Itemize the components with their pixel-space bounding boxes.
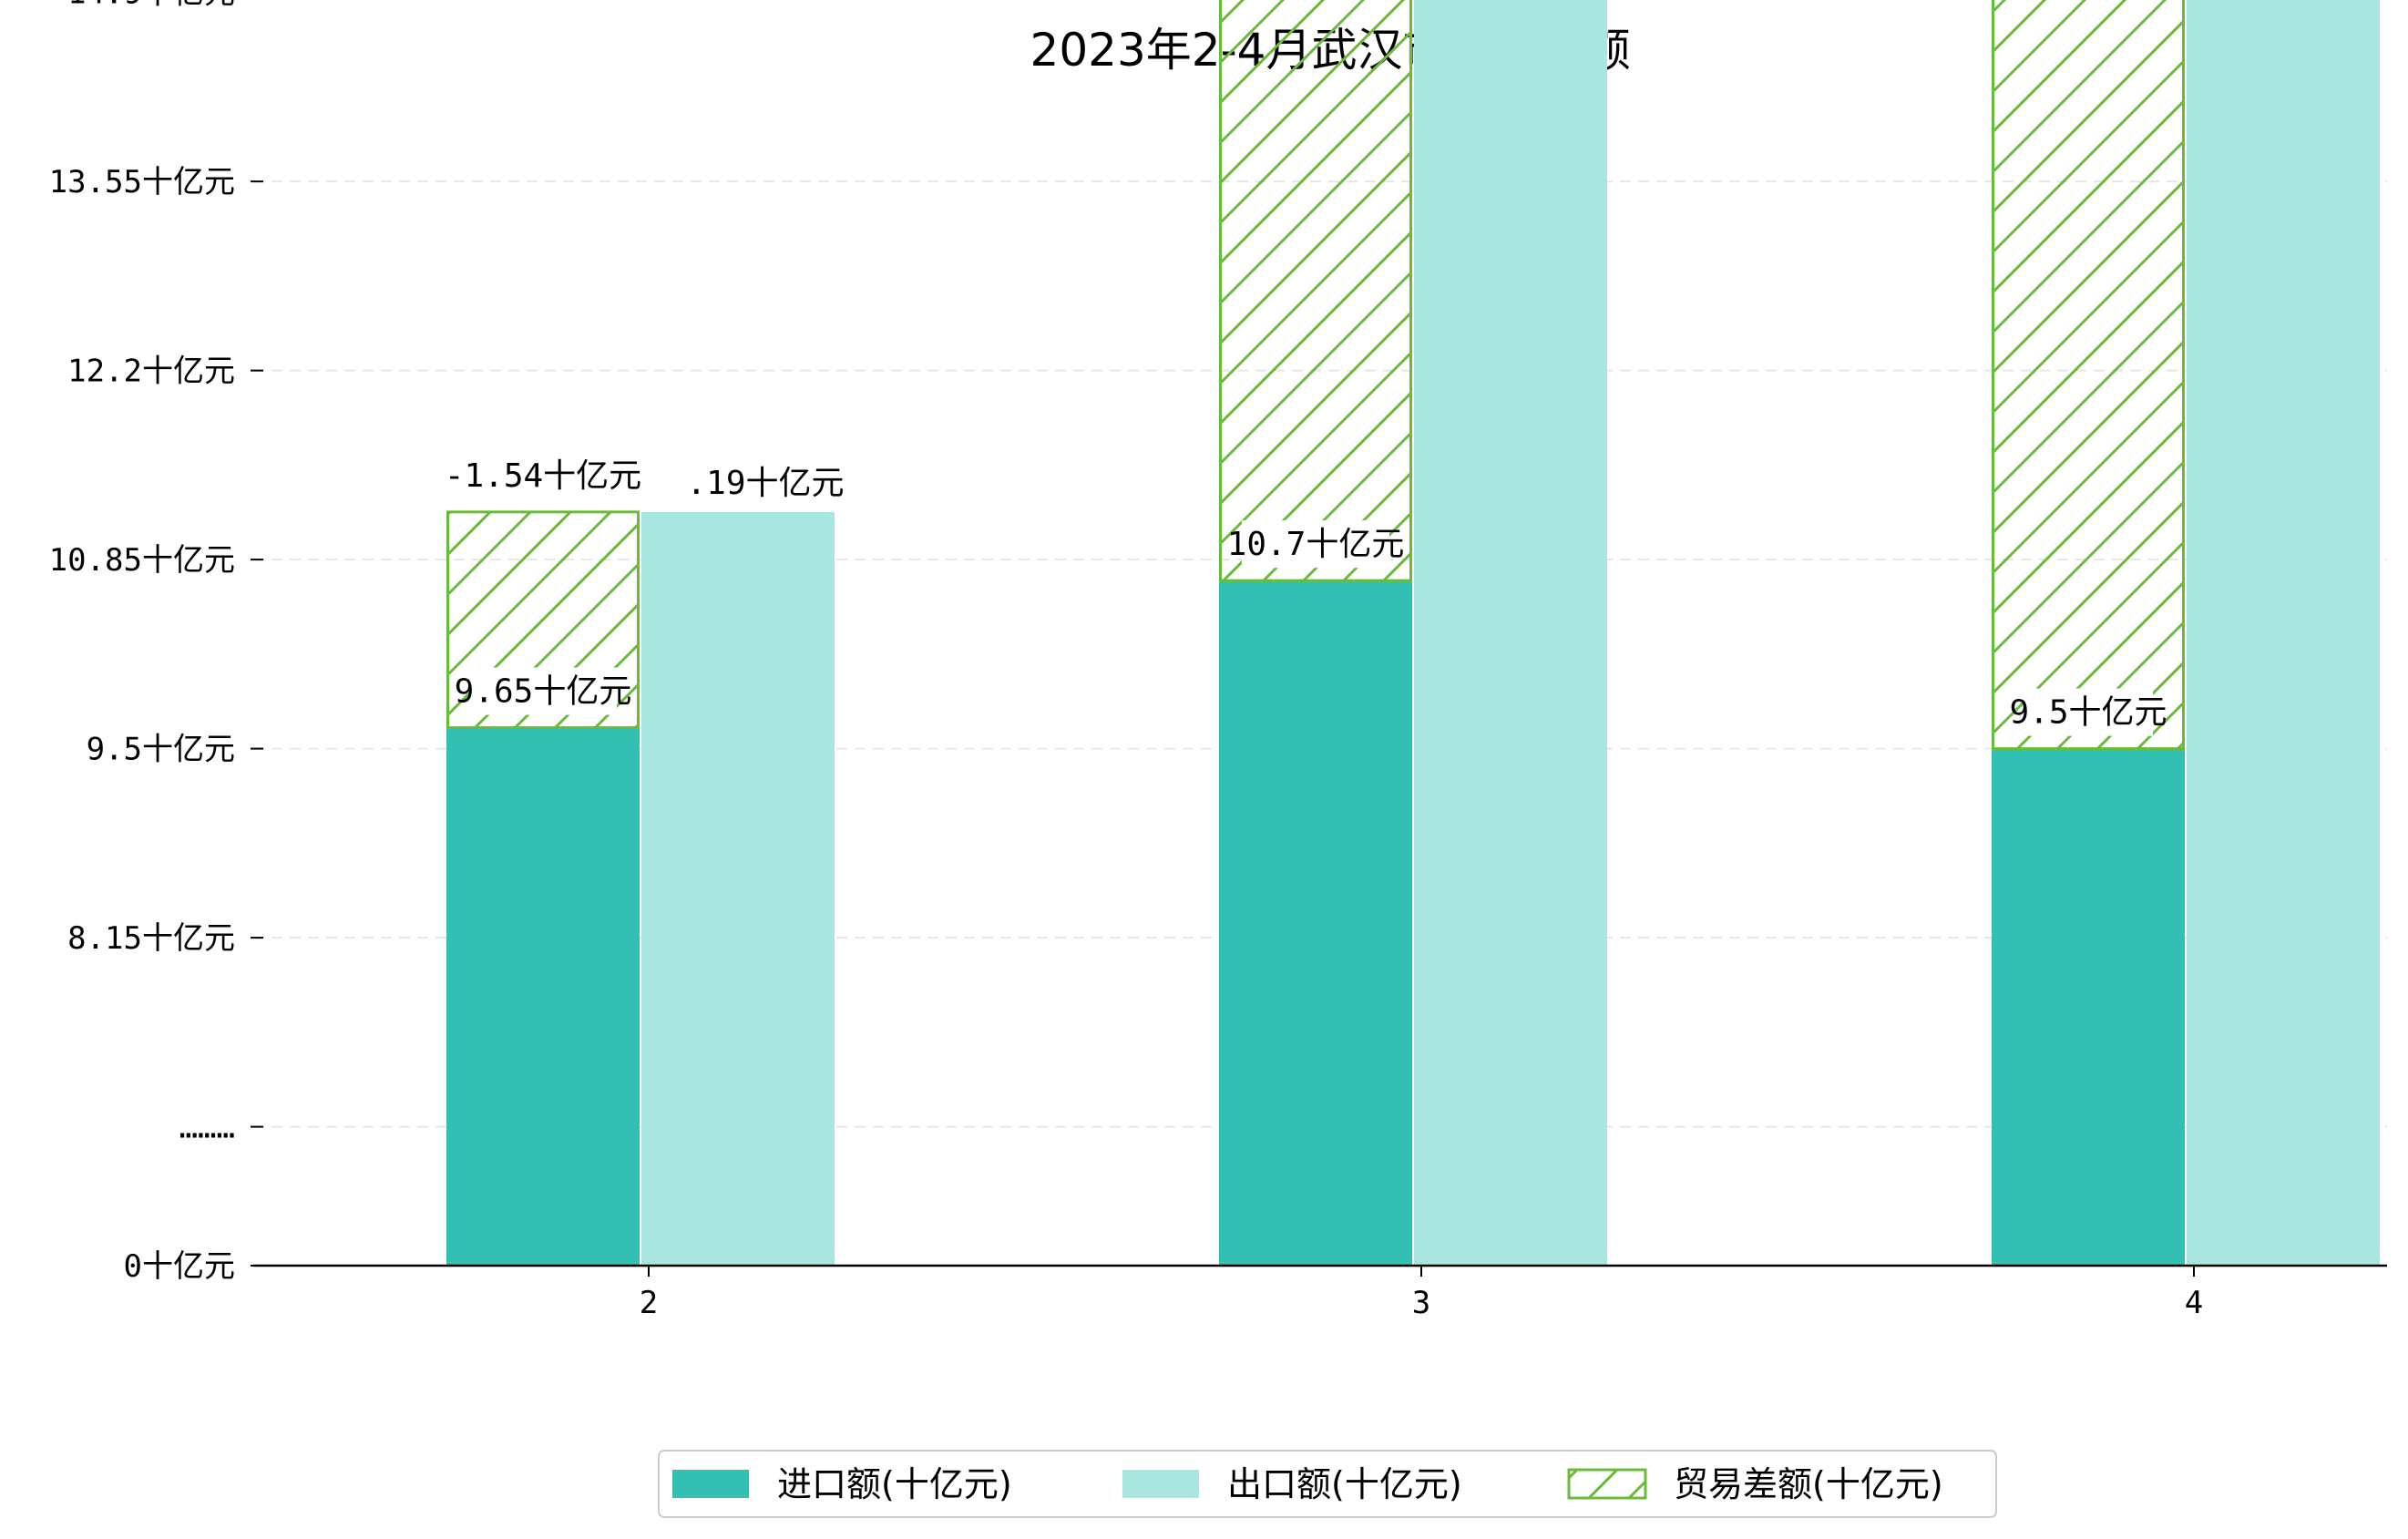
label-import-2: 9.65十亿元 — [455, 673, 632, 711]
y-tick-label: 13.55十亿元 — [49, 164, 235, 200]
label-import-4: 9.5十亿元 — [2009, 694, 2167, 732]
data-labels: .19十亿元-1.54十亿元9.65十亿元.25十亿元-5.55十亿元10.7十… — [445, 451, 2167, 736]
y-tick-label: 10.85十亿元 — [49, 542, 235, 579]
y-tick-label: 9.5十亿元 — [87, 732, 235, 768]
legend-swatch-0 — [672, 1470, 749, 1498]
x-tick-label: 2 — [640, 1285, 658, 1321]
bar-balance-3[interactable] — [1219, 0, 1412, 582]
y-tick-label: 12.2十亿元 — [67, 354, 235, 390]
label-import-3: 10.7十亿元 — [1227, 526, 1405, 563]
y-tick-label: 8.15十亿元 — [67, 920, 235, 957]
legend-swatch-1 — [1122, 1470, 1199, 1498]
label-import-4-bg — [2024, 688, 2153, 736]
bar-export-2[interactable] — [641, 511, 835, 1266]
axes: 0十亿元 ……… 8.15十亿元 9.5十亿元 10.85十亿元 12.2十亿元 13.55… — [49, 0, 2387, 1321]
legend-frame — [658, 1450, 1997, 1518]
legend[interactable]: 进口额(十亿元) 出口额(十亿元) 贸易差额(十亿元) — [658, 1450, 1997, 1518]
bar-export-3[interactable] — [1414, 0, 1607, 1266]
label-balance-2: -1.54十亿元 — [445, 457, 641, 495]
label-export-2: .19十亿元 — [686, 465, 844, 502]
label-balance-2-bg — [460, 451, 626, 499]
legend-label-1: 出口额(十亿元) — [1227, 1464, 1462, 1504]
label-import-3-bg — [1242, 520, 1389, 569]
bar-import-3[interactable] — [1219, 580, 1412, 1266]
y-tick-label: 14.9十亿元 — [67, 0, 235, 12]
label-export-2-bg — [701, 458, 830, 507]
bars — [446, 0, 2380, 1266]
x-tick-label: 4 — [2185, 1285, 2203, 1321]
label-import-2-bg — [469, 667, 617, 715]
legend-swatch-2 — [1567, 1468, 1647, 1500]
bar-import-4[interactable] — [1992, 748, 2185, 1266]
bar-balance-4[interactable] — [1992, 0, 2185, 751]
y-tick-label: ……… — [179, 1110, 235, 1146]
legend-label-2: 贸易差额(十亿元) — [1674, 1464, 1943, 1504]
x-tick-label: 3 — [1412, 1285, 1430, 1321]
legend-label-0: 进口额(十亿元) — [777, 1464, 1012, 1504]
bar-export-4[interactable] — [2187, 0, 2380, 1266]
y-tick-label: 0十亿元 — [124, 1248, 235, 1285]
bar-import-2[interactable] — [446, 727, 640, 1266]
